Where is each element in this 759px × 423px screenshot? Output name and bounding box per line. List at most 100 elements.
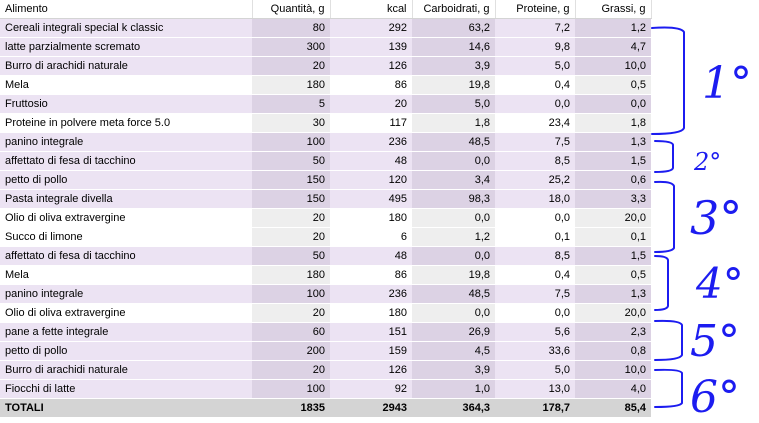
protein-cell[interactable]: 13,0 <box>495 379 575 399</box>
kcal-cell[interactable]: 180 <box>330 208 412 228</box>
fat-cell[interactable]: 1,2 <box>575 18 651 38</box>
protein-cell[interactable]: 0,1 <box>495 227 575 247</box>
carbs-cell[interactable]: 0,0 <box>412 151 495 171</box>
fat-cell[interactable]: 4,7 <box>575 37 651 57</box>
fat-cell[interactable]: 4,0 <box>575 379 651 399</box>
protein-cell[interactable]: 9,8 <box>495 37 575 57</box>
header-grassi[interactable]: Grassi, g <box>575 0 652 19</box>
protein-cell[interactable]: 23,4 <box>495 113 575 133</box>
fat-cell[interactable]: 0,8 <box>575 341 651 361</box>
qty-cell[interactable]: 50 <box>252 246 330 266</box>
qty-cell[interactable]: 5 <box>252 94 330 114</box>
protein-cell[interactable]: 0,0 <box>495 94 575 114</box>
food-name-cell[interactable]: Olio di oliva extravergine <box>0 208 252 228</box>
carbs-cell[interactable]: 48,5 <box>412 284 495 304</box>
qty-cell[interactable]: 20 <box>252 208 330 228</box>
qty-cell[interactable]: 180 <box>252 265 330 285</box>
food-name-cell[interactable]: Pasta integrale divella <box>0 189 252 209</box>
food-name-cell[interactable]: latte parzialmente scremato <box>0 37 252 57</box>
fat-cell[interactable]: 1,3 <box>575 132 651 152</box>
qty-cell[interactable]: 100 <box>252 284 330 304</box>
header-carboidrati[interactable]: Carboidrati, g <box>412 0 496 19</box>
protein-cell[interactable]: 18,0 <box>495 189 575 209</box>
header-alimento[interactable]: Alimento <box>0 0 253 19</box>
fat-cell[interactable]: 1,5 <box>575 151 651 171</box>
kcal-cell[interactable]: 20 <box>330 94 412 114</box>
food-name-cell[interactable]: Cereali integrali special k classic <box>0 18 252 38</box>
qty-cell[interactable]: 150 <box>252 189 330 209</box>
protein-cell[interactable]: 0,4 <box>495 265 575 285</box>
kcal-cell[interactable]: 236 <box>330 284 412 304</box>
qty-cell[interactable]: 200 <box>252 341 330 361</box>
kcal-cell[interactable]: 159 <box>330 341 412 361</box>
protein-cell[interactable]: 5,0 <box>495 360 575 380</box>
qty-cell[interactable]: 20 <box>252 227 330 247</box>
kcal-cell[interactable]: 236 <box>330 132 412 152</box>
kcal-cell[interactable]: 180 <box>330 303 412 323</box>
kcal-cell[interactable]: 92 <box>330 379 412 399</box>
header-kcal[interactable]: kcal <box>330 0 413 19</box>
kcal-cell[interactable]: 48 <box>330 151 412 171</box>
carbs-cell[interactable]: 26,9 <box>412 322 495 342</box>
protein-cell[interactable]: 5,6 <box>495 322 575 342</box>
carbs-cell[interactable]: 5,0 <box>412 94 495 114</box>
food-name-cell[interactable]: Succo di limone <box>0 227 252 247</box>
qty-cell[interactable]: 60 <box>252 322 330 342</box>
food-name-cell[interactable]: affettato di fesa di tacchino <box>0 151 252 171</box>
food-name-cell[interactable]: panino integrale <box>0 132 252 152</box>
carbs-cell[interactable]: 98,3 <box>412 189 495 209</box>
qty-cell[interactable]: 20 <box>252 360 330 380</box>
protein-cell[interactable]: 7,5 <box>495 284 575 304</box>
kcal-cell[interactable]: 6 <box>330 227 412 247</box>
kcal-cell[interactable]: 495 <box>330 189 412 209</box>
qty-cell[interactable]: 180 <box>252 75 330 95</box>
carbs-cell[interactable]: 0,0 <box>412 303 495 323</box>
fat-cell[interactable]: 20,0 <box>575 208 651 228</box>
protein-cell[interactable]: 8,5 <box>495 151 575 171</box>
food-name-cell[interactable]: Fiocchi di latte <box>0 379 252 399</box>
food-name-cell[interactable]: Fruttosio <box>0 94 252 114</box>
fat-cell[interactable]: 1,3 <box>575 284 651 304</box>
kcal-cell[interactable]: 120 <box>330 170 412 190</box>
fat-cell[interactable]: 10,0 <box>575 56 651 76</box>
kcal-cell[interactable]: 292 <box>330 18 412 38</box>
food-name-cell[interactable]: panino integrale <box>0 284 252 304</box>
carbs-cell[interactable]: 1,0 <box>412 379 495 399</box>
carbs-cell[interactable]: 3,9 <box>412 360 495 380</box>
fat-cell[interactable]: 1,8 <box>575 113 651 133</box>
protein-cell[interactable]: 25,2 <box>495 170 575 190</box>
fat-cell[interactable]: 0,5 <box>575 75 651 95</box>
kcal-cell[interactable]: 48 <box>330 246 412 266</box>
kcal-cell[interactable]: 126 <box>330 56 412 76</box>
food-name-cell[interactable]: petto di pollo <box>0 170 252 190</box>
protein-cell[interactable]: 8,5 <box>495 246 575 266</box>
fat-cell[interactable]: 0,0 <box>575 94 651 114</box>
carbs-cell[interactable]: 1,2 <box>412 227 495 247</box>
fat-cell[interactable]: 20,0 <box>575 303 651 323</box>
protein-cell[interactable]: 0,0 <box>495 208 575 228</box>
food-name-cell[interactable]: Olio di oliva extravergine <box>0 303 252 323</box>
qty-cell[interactable]: 300 <box>252 37 330 57</box>
fat-cell[interactable]: 3,3 <box>575 189 651 209</box>
kcal-cell[interactable]: 86 <box>330 265 412 285</box>
kcal-cell[interactable]: 86 <box>330 75 412 95</box>
kcal-cell[interactable]: 139 <box>330 37 412 57</box>
qty-cell[interactable]: 30 <box>252 113 330 133</box>
header-proteine[interactable]: Proteine, g <box>495 0 576 19</box>
carbs-cell[interactable]: 0,0 <box>412 246 495 266</box>
carbs-cell[interactable]: 4,5 <box>412 341 495 361</box>
food-name-cell[interactable]: affettato di fesa di tacchino <box>0 246 252 266</box>
food-name-cell[interactable]: petto di pollo <box>0 341 252 361</box>
qty-cell[interactable]: 20 <box>252 303 330 323</box>
qty-cell[interactable]: 50 <box>252 151 330 171</box>
fat-cell[interactable]: 0,5 <box>575 265 651 285</box>
kcal-cell[interactable]: 117 <box>330 113 412 133</box>
food-name-cell[interactable]: pane a fette integrale <box>0 322 252 342</box>
kcal-cell[interactable]: 126 <box>330 360 412 380</box>
protein-cell[interactable]: 0,0 <box>495 303 575 323</box>
protein-cell[interactable]: 5,0 <box>495 56 575 76</box>
qty-cell[interactable]: 100 <box>252 379 330 399</box>
food-name-cell[interactable]: Burro di arachidi naturale <box>0 56 252 76</box>
food-name-cell[interactable]: Burro di arachidi naturale <box>0 360 252 380</box>
fat-cell[interactable]: 2,3 <box>575 322 651 342</box>
